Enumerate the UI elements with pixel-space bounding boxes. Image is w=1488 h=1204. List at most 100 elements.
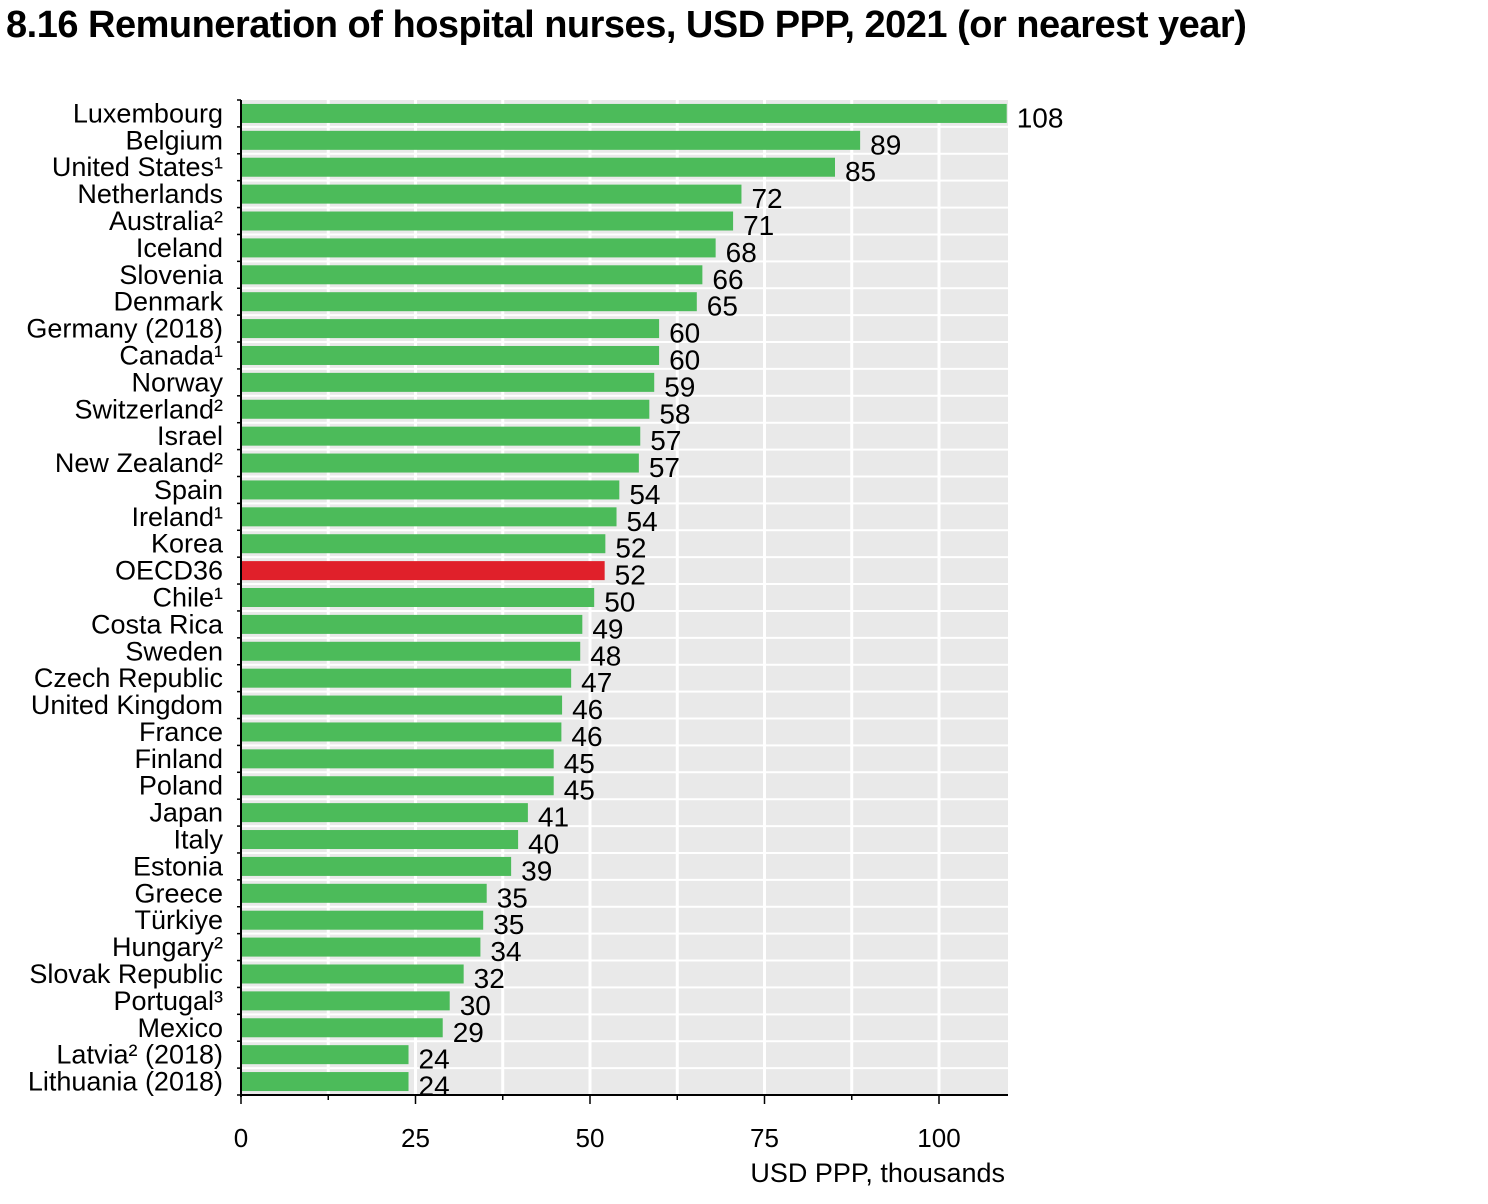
category-label: Spain	[154, 475, 223, 505]
value-label: 47	[581, 667, 612, 698]
bar	[241, 103, 1007, 123]
category-label: Greece	[134, 878, 223, 908]
x-tick-label: 75	[750, 1123, 779, 1153]
value-label: 65	[707, 291, 738, 322]
value-label: 24	[419, 1071, 450, 1102]
value-label: 46	[572, 694, 603, 725]
bar	[241, 883, 487, 903]
bar	[241, 345, 660, 365]
category-label: Australia²	[109, 206, 223, 236]
category-label: Costa Rica	[91, 609, 224, 639]
category-label: Lithuania (2018)	[28, 1067, 223, 1097]
bar	[241, 534, 606, 554]
bar	[241, 830, 519, 850]
category-label: Luxembourg	[73, 98, 223, 128]
category-label: Poland	[139, 771, 223, 801]
bar	[241, 964, 464, 984]
category-label: Japan	[149, 798, 223, 828]
value-label: 54	[627, 506, 658, 537]
category-label: Estonia	[133, 851, 224, 881]
category-label: Iceland	[136, 233, 223, 263]
category-label: France	[139, 717, 223, 747]
value-label: 41	[538, 802, 569, 833]
value-label: 35	[493, 909, 524, 940]
bar	[241, 1045, 409, 1065]
bar	[241, 1018, 443, 1038]
category-label: Canada¹	[119, 340, 223, 370]
bar	[241, 695, 563, 715]
value-label: 24	[419, 1044, 450, 1075]
chart-title: 8.16 Remuneration of hospital nurses, US…	[6, 4, 1247, 46]
value-label: 35	[497, 882, 528, 913]
category-label: Finland	[134, 744, 223, 774]
category-label: Mexico	[137, 1013, 223, 1043]
value-label: 52	[615, 560, 646, 591]
category-label: Korea	[151, 529, 224, 559]
value-label: 48	[590, 640, 621, 671]
value-label: 54	[629, 479, 660, 510]
category-label: Slovak Republic	[29, 959, 223, 989]
category-label: Hungary²	[112, 932, 223, 962]
bar	[241, 749, 554, 769]
value-label: 85	[845, 156, 876, 187]
bar	[241, 561, 605, 581]
value-label: 108	[1017, 102, 1064, 133]
category-label: Portugal³	[113, 986, 223, 1016]
bar	[241, 184, 742, 204]
category-label: Denmark	[113, 287, 223, 317]
category-label: Türkiye	[134, 905, 223, 935]
bar	[241, 507, 617, 527]
category-label: Latvia² (2018)	[56, 1040, 223, 1070]
bar	[241, 319, 660, 339]
category-label: Sweden	[125, 636, 223, 666]
value-label: 32	[474, 963, 505, 994]
category-label: United Kingdom	[31, 690, 223, 720]
category-label: Germany (2018)	[26, 314, 223, 344]
value-label: 60	[669, 344, 700, 375]
bar	[241, 641, 581, 661]
value-label: 60	[669, 318, 700, 349]
bar	[241, 453, 639, 473]
value-label: 71	[743, 210, 774, 241]
category-label: Switzerland²	[74, 394, 223, 424]
bar	[241, 130, 861, 150]
category-label: New Zealand²	[55, 448, 223, 478]
category-label: Norway	[131, 367, 223, 397]
x-axis-label: USD PPP, thousands	[750, 1158, 1005, 1188]
value-label: 40	[528, 829, 559, 860]
value-label: 89	[870, 129, 901, 160]
category-label: Belgium	[125, 125, 223, 155]
value-label: 39	[521, 855, 552, 886]
bar	[241, 480, 620, 500]
bar	[241, 238, 716, 258]
bar	[241, 265, 703, 285]
category-label: Israel	[157, 421, 223, 451]
bar	[241, 991, 450, 1011]
value-label: 68	[726, 237, 757, 268]
value-label: 46	[571, 721, 602, 752]
value-label: 45	[564, 775, 595, 806]
bar	[241, 937, 481, 957]
bar	[241, 776, 554, 796]
category-label: Chile¹	[152, 583, 223, 613]
value-labels: 1088985727168666560605958575754545252504…	[419, 102, 1064, 1101]
bars	[241, 103, 1007, 1092]
bar	[241, 157, 835, 177]
value-label: 30	[460, 990, 491, 1021]
bar	[241, 910, 484, 930]
value-label: 34	[490, 936, 521, 967]
value-label: 49	[592, 613, 623, 644]
bar	[241, 399, 650, 419]
category-label: Italy	[173, 825, 223, 855]
bar	[241, 211, 734, 231]
value-label: 57	[650, 425, 681, 456]
category-label: United States¹	[52, 152, 223, 182]
bar	[241, 426, 641, 446]
bar	[241, 588, 595, 607]
category-label: Czech Republic	[34, 663, 223, 693]
value-label: 72	[751, 183, 782, 214]
bar	[241, 722, 562, 742]
value-label: 66	[712, 264, 743, 295]
